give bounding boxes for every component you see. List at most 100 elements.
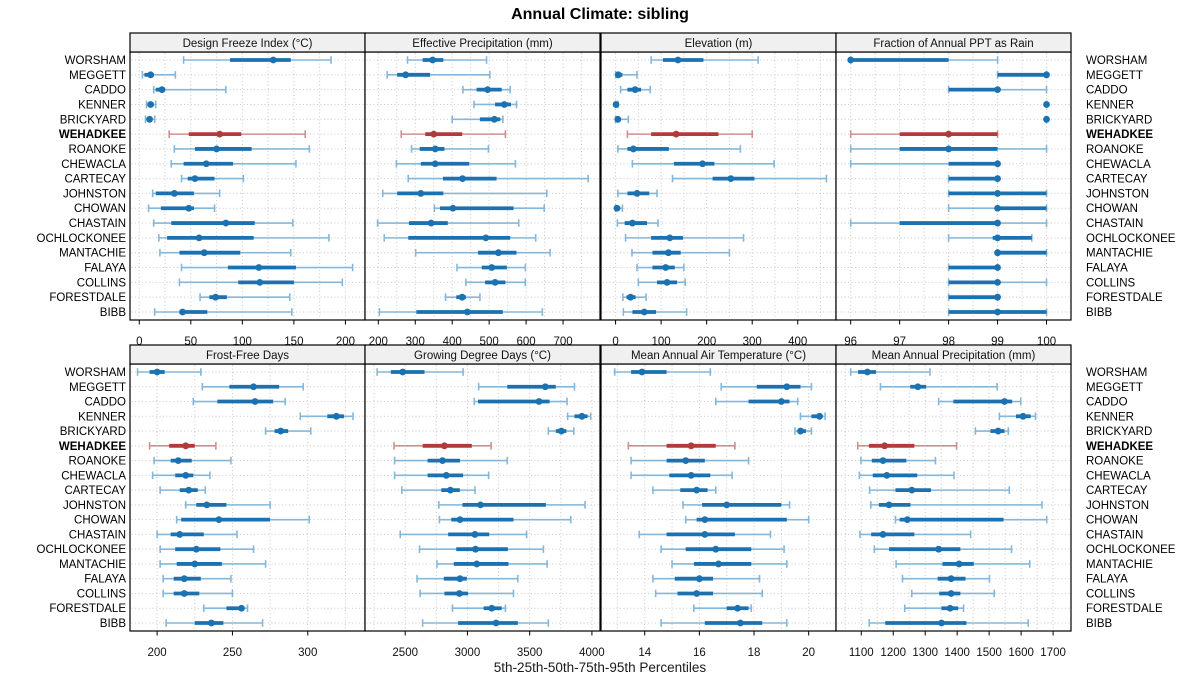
percentile-row-CADDO [192, 397, 286, 406]
site-label-right-MEGGETT: MEGGETT [1086, 382, 1143, 394]
median-dot [212, 293, 219, 301]
percentile-row-OCHLOCKONEE [383, 234, 537, 242]
percentile-row-JOHNSTON [151, 189, 221, 198]
page-title: Annual Climate: sibling [511, 6, 689, 23]
median-dot [541, 383, 549, 391]
median-dot [535, 398, 543, 405]
median-dot [881, 442, 888, 450]
site-label-left-CHEWACLA: CHEWACLA [61, 159, 126, 171]
site-label-left-CHEWACLA: CHEWACLA [61, 470, 126, 482]
median-dot [947, 590, 955, 597]
percentile-row-CARTECAY [407, 174, 589, 183]
site-label-right-ROANOKE: ROANOKE [1086, 144, 1144, 156]
median-dot [662, 264, 670, 271]
x-axis-title: 5th-25th-50th-75th-95th Percentiles [493, 660, 707, 675]
median-dot [174, 457, 182, 464]
percentile-row-MEGGETT [386, 71, 491, 79]
site-label-left-CADDO: CADDO [84, 85, 126, 97]
label: Mean Annual Precipitation (mm) [872, 350, 1036, 362]
median-dot [147, 101, 155, 108]
median-dot [1019, 412, 1027, 420]
site-label-right-BIBB: BIBB [1086, 307, 1113, 319]
site-label-left-KENNER: KENNER [78, 411, 126, 423]
median-dot [701, 531, 709, 538]
site-label-right-CADDO: CADDO [1086, 85, 1128, 97]
label: 1100 [849, 647, 874, 659]
percentile-row-BRICKYARD [264, 427, 312, 435]
median-dot [674, 56, 682, 64]
label: 1200 [880, 647, 906, 659]
site-label-left-MANTACHIE: MANTACHIE [59, 559, 126, 571]
median-dot [471, 531, 479, 538]
label: 0 [612, 336, 618, 348]
median-dot [269, 56, 277, 64]
percentile-row-FALAYA [416, 574, 519, 583]
median-dot [994, 249, 1001, 257]
site-label-right-OCHLOCKONEE: OCHLOCKONEE [1086, 233, 1176, 245]
percentile-row-WORSHAM [613, 368, 712, 376]
median-dot [736, 619, 744, 627]
percentile-row-CHEWACLA [170, 159, 297, 168]
median-dot [147, 71, 155, 79]
median-dot [687, 471, 695, 479]
percentile-row-JOHNSTON [947, 189, 1048, 198]
site-label-left-MEGGETT: MEGGETT [69, 382, 126, 394]
median-dot [256, 278, 264, 286]
percentile-row-BIBB [378, 308, 544, 316]
median-dot [459, 175, 466, 182]
percentile-row-MANTACHIE [414, 248, 551, 257]
percentile-row-CHEWACLA [631, 159, 775, 168]
median-dot [994, 219, 1001, 227]
site-label-left-CHOWAN: CHOWAN [74, 203, 126, 215]
median-dot [179, 308, 186, 316]
percentile-row-FALAYA [652, 574, 761, 583]
site-label-right-JOHNSTON: JOHNSTON [1086, 188, 1149, 200]
percentile-row-WEHADKEE [393, 442, 492, 450]
label: 200 [148, 647, 167, 659]
median-dot [250, 383, 257, 391]
median-dot [200, 249, 208, 257]
site-label-right-BRICKYARD: BRICKYARD [1086, 114, 1152, 126]
percentile-row-BIBB [421, 619, 550, 627]
label: 1600 [1008, 647, 1034, 659]
median-dot [430, 130, 438, 138]
median-dot [935, 545, 943, 553]
site-label-left-COLLINS: COLLINS [77, 277, 127, 289]
median-dot [332, 412, 340, 420]
median-dot [192, 545, 200, 553]
site-label-right-CADDO: CADDO [1086, 397, 1128, 409]
percentile-row-MEGGETT [720, 382, 813, 391]
median-dot [431, 145, 439, 153]
site-label-right-KENNER: KENNER [1086, 411, 1134, 423]
median-dot [777, 398, 785, 405]
site-label-right-CHASTAIN: CHASTAIN [1086, 218, 1143, 230]
percentile-row-CARTECAY [868, 486, 1011, 494]
percentile-row-JOHNSTON [617, 189, 658, 198]
percentile-row-CHOWAN [147, 204, 216, 213]
panel-Fraction of Annual PPT as Rain: Fraction of Annual PPT as Rain96 97 98 99 10… [835, 32, 1072, 348]
percentile-row-FALAYA [636, 263, 685, 272]
median-dot [945, 145, 953, 153]
median-dot [994, 86, 1001, 94]
median-dot [255, 264, 263, 271]
site-label-right-CARTECAY: CARTECAY [1086, 174, 1148, 186]
percentile-row-OCHLOCKONEE [158, 234, 330, 242]
percentile-row-MEGGETT [201, 382, 305, 391]
site-label-left-WEHADKEE: WEHADKEE [59, 441, 126, 453]
percentile-row-CADDO [152, 85, 227, 94]
label: 2500 [392, 647, 418, 659]
percentile-row-FORESTDALE [903, 604, 965, 613]
median-dot [399, 368, 407, 376]
site-label-right-MEGGETT: MEGGETT [1086, 70, 1143, 82]
median-dot [202, 160, 210, 168]
site-label-left-OCHLOCKONEE: OCHLOCKONEE [37, 233, 127, 245]
site-label-left-WORSHAM: WORSHAM [65, 55, 126, 67]
median-dot [153, 368, 161, 376]
median-dot [693, 486, 701, 494]
panel-Growing Degree Days (°C): Growing Degree Days (°C) 2500 3000 3500 4000 [364, 344, 605, 659]
percentile-row-OCHLOCKONEE [418, 545, 545, 553]
percentile-row-KENNER [299, 412, 354, 421]
median-dot [914, 383, 922, 391]
median-dot [449, 204, 457, 212]
label: 300 [298, 647, 317, 659]
